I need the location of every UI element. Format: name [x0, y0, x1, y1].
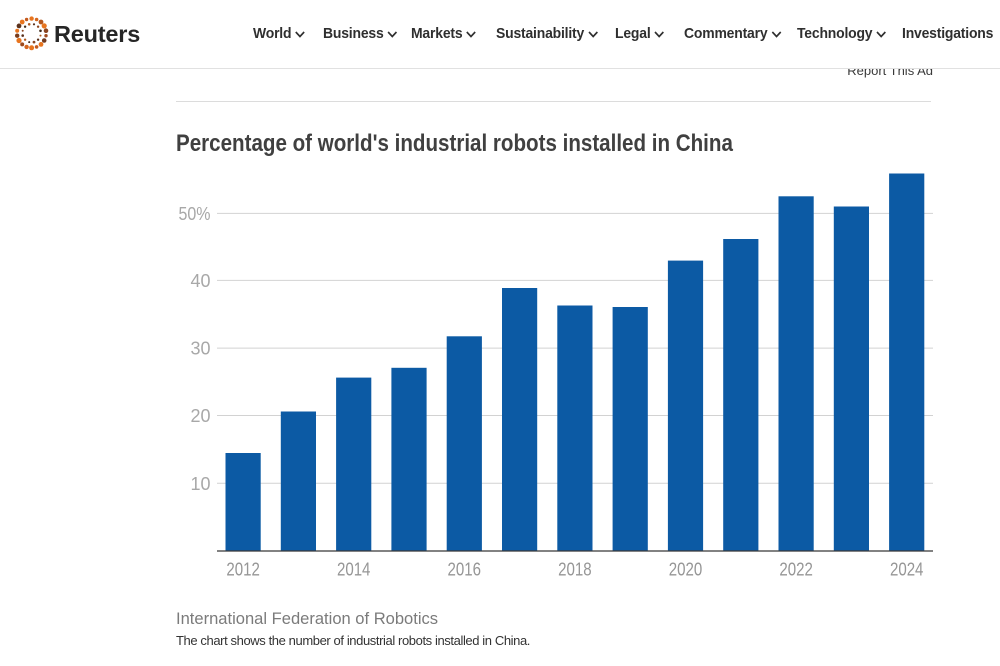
svg-text:2022: 2022 — [779, 560, 813, 580]
svg-text:2024: 2024 — [890, 560, 924, 580]
svg-text:2016: 2016 — [448, 560, 482, 580]
svg-text:30: 30 — [190, 339, 210, 359]
svg-text:2018: 2018 — [558, 560, 592, 580]
svg-text:2012: 2012 — [226, 560, 260, 580]
svg-text:50%: 50% — [179, 204, 211, 224]
svg-text:2020: 2020 — [669, 560, 703, 580]
svg-text:10: 10 — [190, 474, 210, 494]
svg-text:40: 40 — [190, 271, 210, 291]
svg-text:20: 20 — [190, 406, 210, 426]
svg-text:2014: 2014 — [337, 560, 371, 580]
